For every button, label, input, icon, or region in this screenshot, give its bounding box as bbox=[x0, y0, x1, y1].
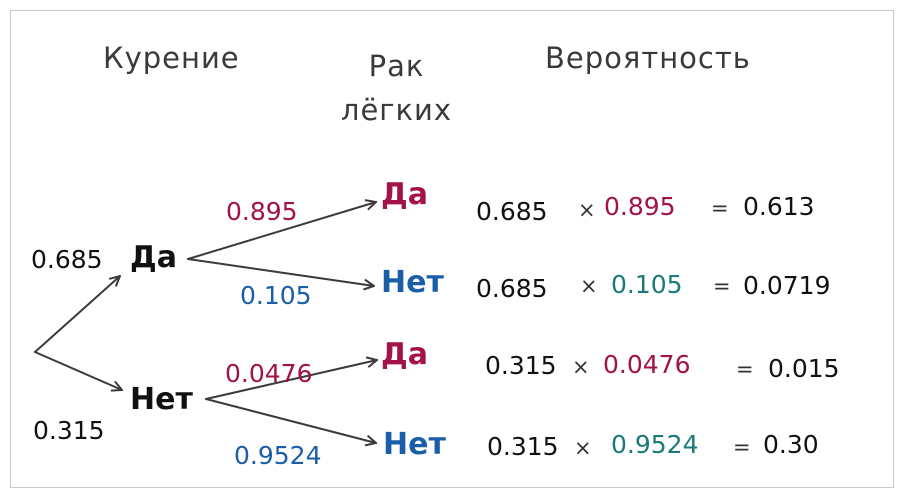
result-factor-b: 0.105 bbox=[611, 270, 683, 299]
result-factor-b: 0.0476 bbox=[603, 350, 691, 379]
times-sign: × bbox=[572, 355, 590, 379]
node-smoke-yes: Да bbox=[130, 240, 177, 275]
result-value: 0.613 bbox=[743, 192, 815, 221]
outcome-yes-no: Нет bbox=[381, 265, 444, 300]
arrow-yes-to-cancer-yes bbox=[187, 202, 376, 260]
node-smoke-no: Нет bbox=[130, 382, 193, 417]
arrow-no-to-cancer-yes bbox=[205, 360, 377, 400]
outcome-no-no: Нет bbox=[383, 427, 446, 462]
branch-prob-no-no: 0.9524 bbox=[234, 441, 322, 470]
p-smoke-yes: 0.685 bbox=[31, 245, 103, 274]
result-factor-a: 0.315 bbox=[487, 432, 559, 461]
diagram-frame bbox=[10, 10, 894, 488]
arrow-yes-to-cancer-no bbox=[187, 258, 374, 286]
equals-sign: = bbox=[711, 196, 729, 220]
result-value: 0.30 bbox=[763, 430, 819, 459]
result-value: 0.0719 bbox=[743, 271, 831, 300]
result-factor-a: 0.685 bbox=[476, 274, 548, 303]
arrow-no-to-cancer-no bbox=[205, 398, 376, 443]
equals-sign: = bbox=[736, 357, 754, 381]
arrow-root-to-yes bbox=[34, 276, 120, 353]
branch-prob-no-yes: 0.0476 bbox=[225, 359, 313, 388]
result-factor-a: 0.685 bbox=[476, 197, 548, 226]
outcome-yes-yes: Да bbox=[381, 177, 428, 212]
header-smoking: Курение bbox=[103, 41, 240, 75]
branch-prob-yes-no: 0.105 bbox=[240, 281, 312, 310]
header-cancer: Рак лёгких bbox=[340, 49, 453, 127]
result-value: 0.015 bbox=[768, 354, 840, 383]
p-smoke-no: 0.315 bbox=[33, 416, 105, 445]
branch-prob-yes-yes: 0.895 bbox=[226, 197, 298, 226]
equals-sign: = bbox=[733, 435, 751, 459]
outcome-no-yes: Да bbox=[381, 337, 428, 372]
times-sign: × bbox=[580, 274, 598, 298]
result-factor-b: 0.895 bbox=[604, 192, 676, 221]
times-sign: × bbox=[574, 436, 592, 460]
times-sign: × bbox=[578, 198, 596, 222]
header-probability: Вероятность bbox=[545, 41, 751, 75]
result-factor-a: 0.315 bbox=[485, 351, 557, 380]
result-factor-b: 0.9524 bbox=[611, 430, 699, 459]
arrow-root-to-no bbox=[34, 351, 122, 390]
equals-sign: = bbox=[713, 274, 731, 298]
